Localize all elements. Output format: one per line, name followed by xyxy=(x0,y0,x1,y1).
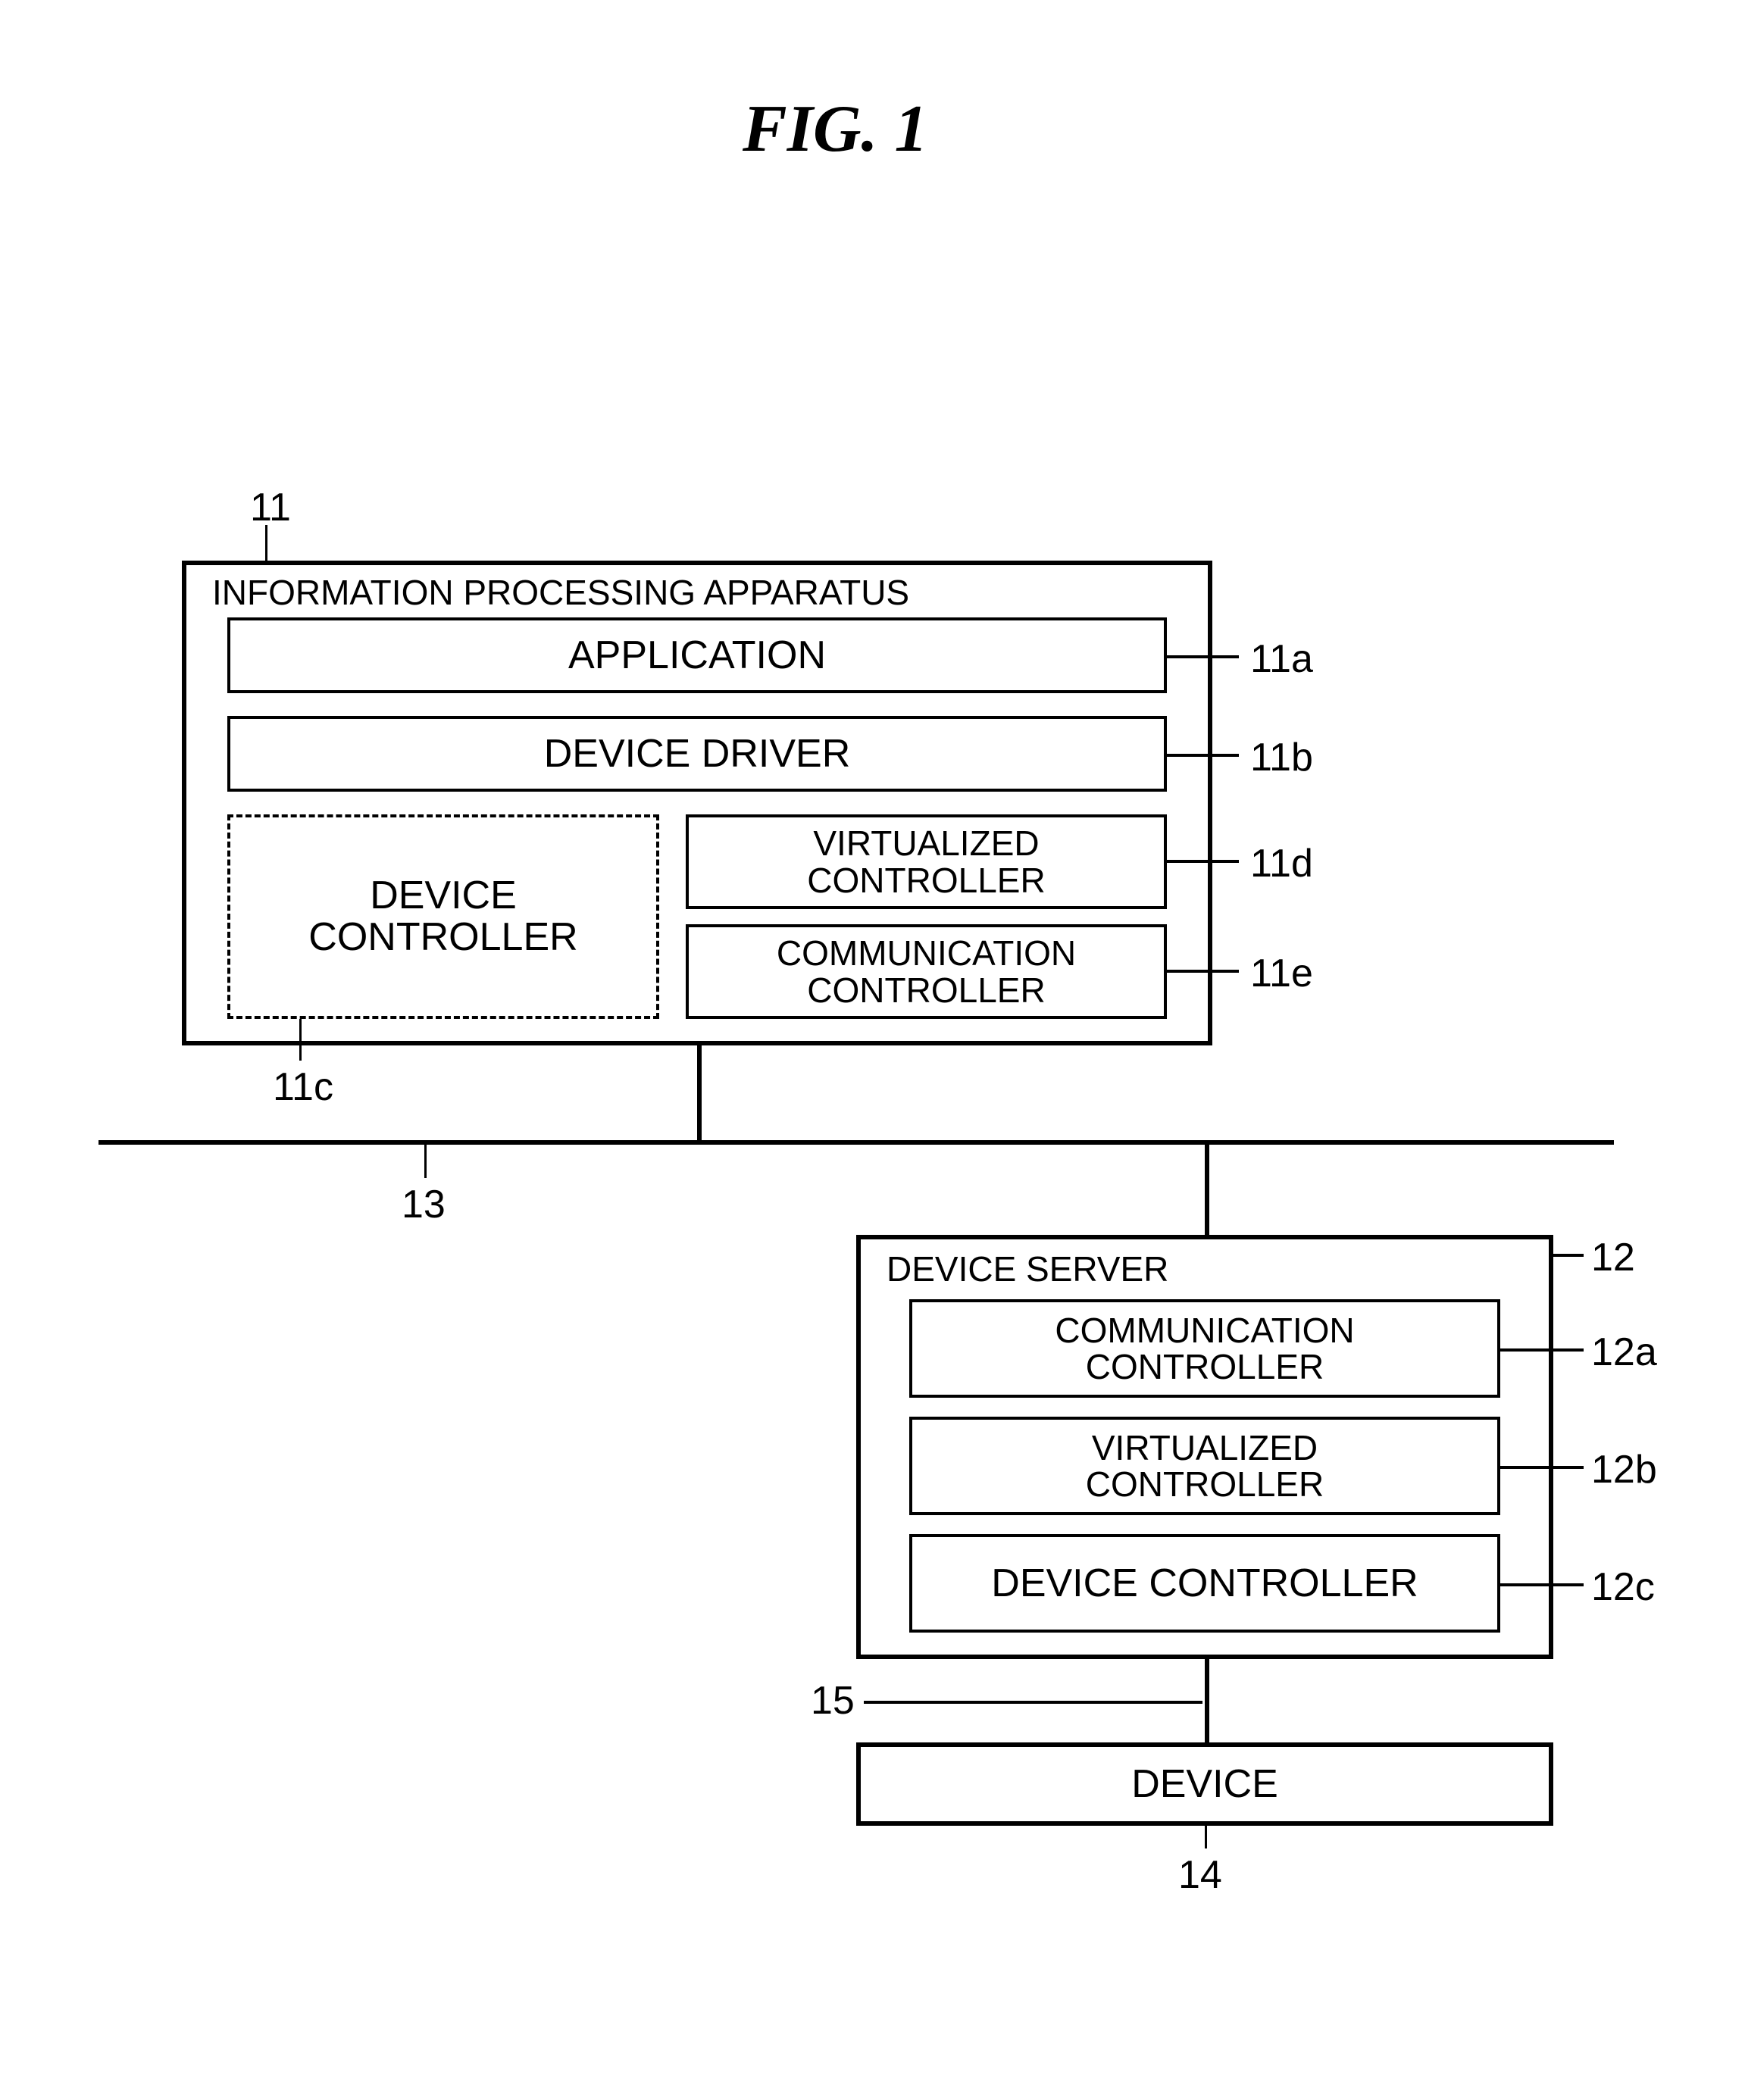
ref-12c: 12c xyxy=(1591,1564,1655,1610)
ref-12a: 12a xyxy=(1591,1330,1657,1375)
ref-11b: 11b xyxy=(1250,735,1313,780)
ref-11a: 11a xyxy=(1250,636,1313,682)
ref-13: 13 xyxy=(402,1182,446,1227)
leader-12 xyxy=(1553,1254,1584,1257)
leader-12a xyxy=(1500,1348,1584,1352)
label-12c: DEVICE CONTROLLER xyxy=(909,1534,1500,1633)
ref-11e: 11e xyxy=(1250,951,1313,996)
figure-title: FIG. 1 xyxy=(743,91,928,167)
ds-to-device xyxy=(1205,1659,1209,1742)
network-bus xyxy=(99,1140,1614,1145)
leader-11b xyxy=(1167,754,1239,757)
label-11e: COMMUNICATIONCONTROLLER xyxy=(686,924,1167,1019)
bus-to-ds xyxy=(1205,1140,1209,1235)
leader-11c xyxy=(299,1019,302,1061)
ipa-to-bus xyxy=(697,1045,702,1140)
leader-11e xyxy=(1167,970,1239,973)
ref-13-tick xyxy=(424,1140,427,1178)
ipa-title: INFORMATION PROCESSING APPARATUS xyxy=(212,572,909,613)
ref-12b: 12b xyxy=(1591,1447,1657,1492)
ref-14-tick xyxy=(1205,1826,1207,1848)
leader-11a xyxy=(1167,655,1239,658)
ref-12: 12 xyxy=(1591,1235,1635,1280)
ref-11-tick xyxy=(265,525,267,561)
label-11c: DEVICECONTROLLER xyxy=(227,814,659,1019)
leader-12c xyxy=(1500,1583,1584,1586)
ref-11d: 11d xyxy=(1250,841,1313,886)
ds-title: DEVICE SERVER xyxy=(887,1248,1168,1289)
ref-14: 14 xyxy=(1178,1852,1222,1898)
ref-11c: 11c xyxy=(273,1064,333,1110)
ref-11: 11 xyxy=(250,485,291,530)
leader-15 xyxy=(864,1701,1202,1704)
label-11b: DEVICE DRIVER xyxy=(227,716,1167,792)
label-14: DEVICE xyxy=(856,1742,1553,1826)
leader-11d xyxy=(1167,860,1239,863)
label-12b: VIRTUALIZEDCONTROLLER xyxy=(909,1417,1500,1515)
leader-12b xyxy=(1500,1466,1584,1469)
label-11d: VIRTUALIZEDCONTROLLER xyxy=(686,814,1167,909)
label-11a: APPLICATION xyxy=(227,617,1167,693)
ref-15: 15 xyxy=(811,1678,855,1723)
label-12a: COMMUNICATIONCONTROLLER xyxy=(909,1299,1500,1398)
